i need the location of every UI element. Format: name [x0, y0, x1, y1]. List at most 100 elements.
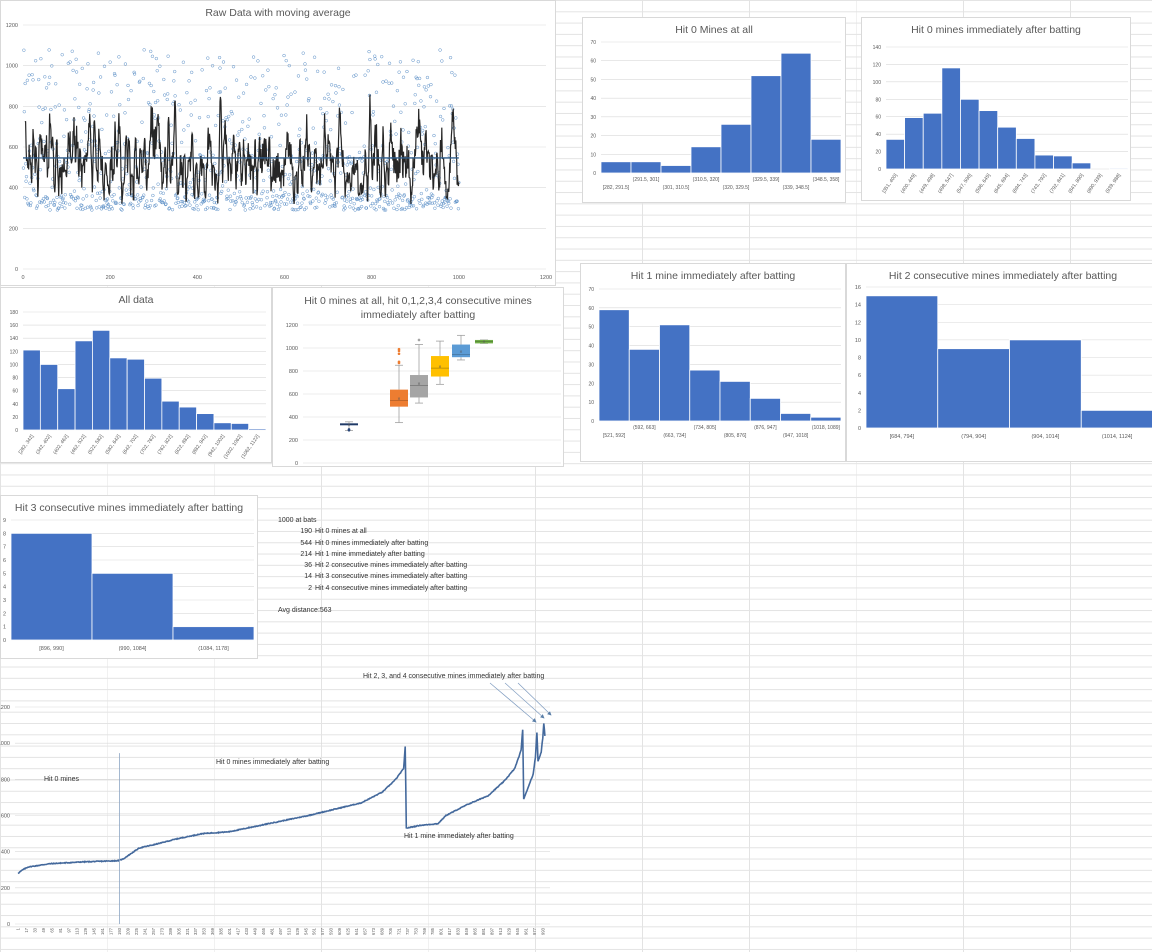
- data-point: [401, 75, 406, 79]
- y-tick-label: 60: [875, 115, 881, 121]
- data-point: [149, 83, 153, 88]
- data-point: [131, 206, 135, 210]
- data-point: [84, 194, 89, 198]
- hit0-all-chart[interactable]: Hit 0 Mines at all 0 10 20 30 40 50 60 70 [282, …: [582, 17, 846, 203]
- x-tick-label: (1084, 1178]: [198, 646, 229, 652]
- data-point: [310, 151, 315, 155]
- data-point: [31, 187, 36, 191]
- data-point: [433, 206, 437, 210]
- stats-row: 544 Hit 0 mines immediately after batting: [278, 538, 467, 549]
- data-point: [277, 122, 281, 126]
- data-point: [48, 200, 53, 205]
- data-point: [47, 75, 52, 79]
- x-tick-label: 433: [244, 927, 249, 935]
- data-point: [149, 49, 153, 54]
- x-tick-label: 513: [286, 927, 291, 935]
- data-point: [226, 196, 230, 201]
- data-point: [170, 141, 174, 145]
- data-point: [390, 188, 394, 192]
- data-point: [113, 73, 117, 77]
- data-point: [101, 204, 106, 208]
- data-point: [78, 82, 82, 86]
- data-point: [225, 194, 229, 198]
- x-tick-label: 17: [24, 927, 29, 932]
- data-point: [112, 192, 116, 197]
- data-point: [146, 204, 150, 209]
- data-point: [413, 101, 417, 106]
- x-tick-label: [351, 400]: [881, 172, 899, 194]
- x-tick-label: (329.5, 339]: [753, 177, 780, 183]
- data-point: [249, 75, 253, 79]
- y-tick-label: 3: [3, 598, 6, 604]
- y-tick-label: 100: [873, 80, 882, 86]
- x-tick-label: 113: [75, 927, 80, 934]
- boxplot-plot: 0 200 400 600 800 1000 1200 × × × × × ×: [286, 323, 561, 467]
- data-point: [103, 151, 108, 156]
- histogram-bar: [719, 381, 751, 422]
- hit3-chart[interactable]: Hit 3 consecutive mines immediately afte…: [0, 495, 258, 659]
- data-point: [275, 193, 279, 198]
- x-tick-label: 705: [388, 927, 393, 935]
- y-tick-label: 70: [590, 40, 596, 46]
- data-point: [431, 193, 435, 197]
- data-point: [197, 116, 202, 120]
- data-point: [411, 58, 415, 62]
- data-point: [306, 99, 311, 103]
- data-point: [118, 201, 122, 206]
- x-tick-label: 401: [227, 927, 232, 935]
- y-tick-label: 200: [289, 438, 298, 444]
- data-point: [448, 197, 452, 201]
- x-tick-label: 881: [481, 927, 486, 935]
- data-point: [177, 103, 181, 107]
- x-tick-label: (522, 582]: [87, 433, 105, 455]
- data-point: [132, 72, 137, 76]
- raw-data-chart[interactable]: Raw Data with moving average 0 200 400 600 8…: [0, 0, 556, 286]
- x-tick-label: (582, 642]: [104, 433, 122, 455]
- hit0-imm-chart[interactable]: Hit 0 mines immediately after batting 0 2…: [861, 17, 1131, 201]
- y-tick-label: 600: [9, 145, 18, 151]
- boxplot-chart[interactable]: Hit 0 mines at all, hit 0,1,2,3,4 consec…: [272, 287, 564, 467]
- all-data-chart[interactable]: All data 0 20 40 60 80 100 120 140 160 180 [282, 3…: [0, 287, 272, 463]
- histogram-bar: [144, 377, 163, 431]
- data-point: [449, 206, 453, 210]
- data-point: [210, 197, 214, 201]
- data-point: [68, 60, 72, 64]
- data-point: [256, 59, 260, 63]
- x-tick-label: (642, 702]: [122, 433, 140, 455]
- chart-title: Hit 1 mine immediately after batting: [630, 270, 796, 282]
- x-tick-label: 353: [202, 927, 207, 935]
- annotation-hit1: Hit 1 mine immediately after batting: [404, 833, 514, 840]
- data-point: [173, 94, 177, 98]
- data-point: [253, 76, 257, 80]
- data-point: [313, 141, 318, 145]
- x-tick-label: 193: [117, 927, 122, 935]
- x-tick-label: 289: [168, 927, 173, 935]
- x-tick-label: 600: [280, 275, 289, 281]
- data-point: [408, 203, 412, 207]
- mean-marker: ×: [348, 422, 351, 428]
- data-point: [380, 55, 384, 59]
- hit2-chart[interactable]: Hit 2 consecutive mines immediately afte…: [846, 263, 1152, 462]
- y-tick-label: 1000: [286, 346, 298, 352]
- y-tick-label: 1200: [6, 23, 18, 29]
- x-tick-label: 0: [21, 275, 24, 281]
- x-tick-label: (841, 890]: [1067, 172, 1085, 194]
- data-point: [228, 207, 232, 212]
- histogram-bar: [865, 295, 939, 429]
- data-point: [129, 89, 133, 93]
- data-point: [167, 207, 171, 211]
- data-point: [72, 189, 77, 193]
- data-point: [139, 198, 143, 203]
- data-point: [455, 199, 459, 203]
- data-point: [281, 193, 286, 198]
- chart-title: Hit 0 Mines at all: [675, 24, 753, 36]
- data-point: [51, 198, 56, 202]
- hit1-chart[interactable]: Hit 1 mine immediately after batting 0 10…: [580, 263, 846, 462]
- data-point: [274, 86, 278, 90]
- data-point: [358, 206, 362, 210]
- data-point: [119, 207, 123, 211]
- data-point: [391, 104, 396, 108]
- histogram-bar: [960, 98, 980, 170]
